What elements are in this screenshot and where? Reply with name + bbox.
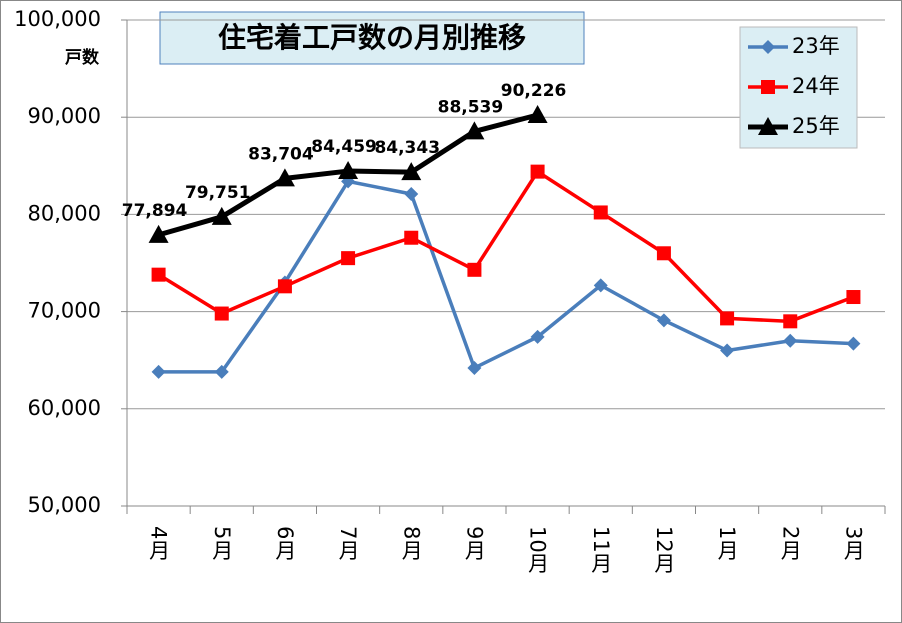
x-tick-label: 4月 — [147, 526, 171, 561]
x-tick-label: 12月 — [652, 526, 676, 574]
x-tick-label: 3月 — [841, 526, 865, 561]
chart-title: 住宅着工戸数の月別推移 — [218, 21, 526, 54]
marker — [656, 313, 671, 328]
legend-label: 25年 — [792, 114, 840, 138]
marker — [761, 80, 775, 94]
x-tick-label: 10月 — [526, 526, 550, 574]
y-tick-label: 90,000 — [28, 104, 101, 128]
data-label: 84,459 — [311, 137, 377, 157]
x-tick-label: 1月 — [715, 526, 739, 561]
data-label: 83,704 — [248, 144, 314, 164]
marker — [464, 121, 485, 140]
marker — [214, 306, 229, 321]
marker — [593, 278, 608, 293]
marker — [758, 117, 778, 135]
legend-label: 23年 — [792, 34, 840, 58]
y-tick-label: 70,000 — [28, 299, 101, 323]
marker — [783, 314, 798, 329]
marker — [214, 364, 229, 379]
marker — [846, 290, 861, 305]
y-tick-label: 80,000 — [28, 201, 101, 225]
legend-label: 24年 — [792, 74, 840, 98]
data-label: 84,343 — [374, 138, 440, 158]
marker — [593, 205, 608, 220]
marker — [656, 246, 671, 261]
x-tick-label: 8月 — [399, 526, 423, 561]
marker — [720, 343, 735, 358]
data-label: 90,226 — [501, 81, 567, 101]
marker — [338, 161, 359, 180]
x-tick-label: 7月 — [336, 526, 360, 561]
data-label: 77,894 — [122, 201, 188, 221]
x-tick-label: 6月 — [273, 526, 297, 561]
series-line — [158, 179, 854, 374]
x-tick-label: 2月 — [778, 526, 802, 561]
title-box — [159, 11, 585, 65]
y-tick-label: 50,000 — [28, 493, 101, 517]
y-axis-label: 戸数 — [65, 47, 100, 68]
marker — [467, 262, 482, 277]
series-line — [157, 169, 855, 324]
marker — [274, 168, 295, 187]
marker — [404, 186, 419, 201]
x-tick-label: 5月 — [210, 526, 234, 561]
marker — [761, 40, 775, 54]
marker — [277, 279, 292, 294]
marker — [720, 311, 735, 326]
marker — [341, 251, 356, 266]
y-tick-label: 60,000 — [28, 396, 101, 420]
marker — [151, 364, 166, 379]
marker — [211, 206, 232, 225]
marker — [401, 162, 422, 181]
x-tick-label: 9月 — [462, 526, 486, 561]
marker — [467, 360, 482, 375]
marker — [404, 230, 419, 245]
marker — [148, 224, 169, 243]
marker — [846, 336, 861, 351]
marker — [783, 333, 798, 348]
y-tick-label: 100,000 — [14, 7, 101, 31]
marker — [527, 105, 548, 124]
data-label: 88,539 — [438, 97, 504, 117]
x-tick-label: 11月 — [589, 526, 613, 574]
data-label: 79,751 — [185, 183, 251, 203]
marker — [530, 164, 545, 179]
marker — [151, 267, 166, 282]
marker — [530, 329, 545, 344]
